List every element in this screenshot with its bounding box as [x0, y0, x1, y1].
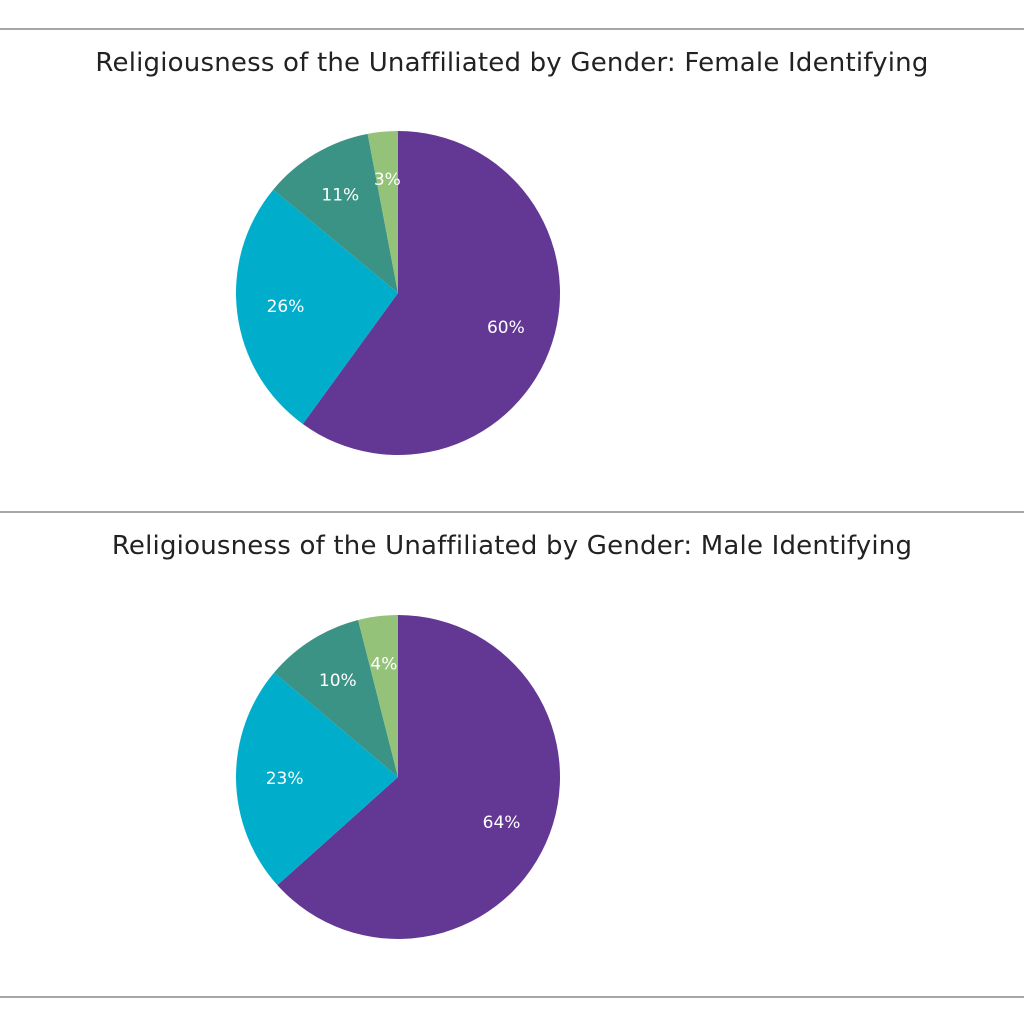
male-pie-slice-64 [277, 615, 561, 939]
male-pie-chart: 64% 23% 10% 4% [235, 615, 561, 939]
male-pie-label-4: 4% [370, 654, 397, 674]
chart-title-male: Religiousness of the Unaffiliated by Gen… [111, 531, 913, 561]
male-pie-label-64: 64% [483, 813, 521, 833]
middle-divider [0, 511, 1024, 513]
female-pie-label-11: 11% [321, 185, 359, 205]
female-pie-label-26: 26% [267, 297, 305, 317]
male-pie-label-23: 23% [266, 769, 304, 789]
female-pie-slice-11 [273, 133, 398, 293]
female-chart-panel: Religiousness of the Unaffiliated by Gen… [0, 30, 1024, 510]
male-pie-slice-4 [358, 615, 398, 777]
top-divider [0, 28, 1024, 30]
male-chart-panel: Religiousness of the Unaffiliated by Gen… [0, 513, 1024, 995]
female-pie-slice-26 [235, 189, 398, 425]
male-pie-slice-10 [274, 619, 398, 777]
female-pie-label-60: 60% [487, 318, 525, 338]
chart-title-female: Religiousness of the Unaffiliated by Gen… [95, 48, 929, 78]
female-pie-label-3: 3% [374, 170, 401, 190]
male-pie-slice-23 [235, 672, 398, 886]
female-pie-slice-60 [302, 131, 560, 455]
female-pie-slice-3 [367, 131, 398, 293]
bottom-divider [0, 996, 1024, 998]
male-pie-label-10: 10% [319, 671, 357, 691]
female-pie-chart: 60% 26% 11% 3% [235, 131, 560, 455]
